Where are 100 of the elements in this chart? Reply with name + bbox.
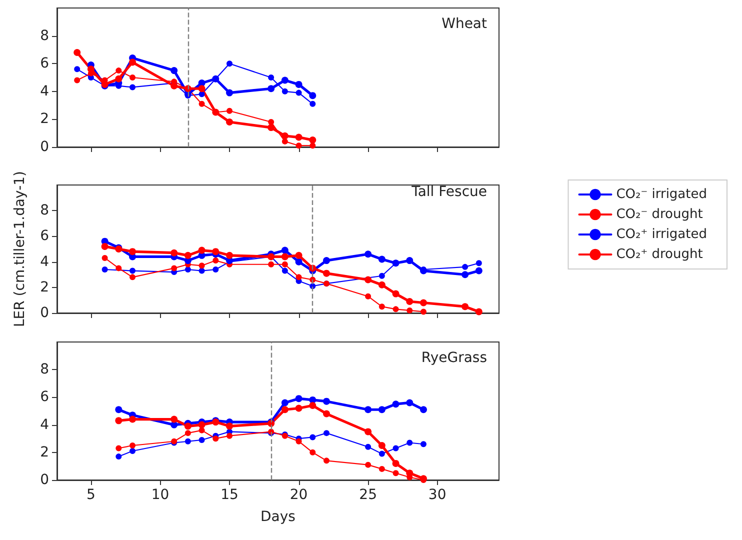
- point: [392, 460, 400, 467]
- point: [392, 470, 399, 476]
- point: [115, 417, 122, 424]
- point: [323, 257, 330, 264]
- point: [364, 250, 372, 258]
- point: [101, 242, 108, 250]
- point: [226, 422, 234, 430]
- point: [281, 76, 288, 84]
- point: [282, 268, 288, 274]
- point: [281, 253, 288, 260]
- point: [309, 92, 316, 100]
- point: [378, 304, 385, 310]
- point: [102, 266, 108, 272]
- point: [226, 60, 233, 67]
- legend-label: CO₂⁺ drought: [616, 247, 703, 262]
- point: [406, 307, 413, 314]
- point: [212, 248, 220, 256]
- point: [115, 75, 122, 82]
- x-tick-label: 15: [220, 487, 238, 503]
- point: [295, 134, 302, 141]
- y-tick-label: 4: [40, 83, 50, 100]
- point: [184, 438, 191, 444]
- point: [102, 254, 108, 261]
- point: [309, 402, 316, 409]
- point: [296, 142, 302, 149]
- point: [296, 90, 302, 96]
- point: [378, 272, 385, 279]
- point: [74, 66, 80, 72]
- y-tick-label: 6: [40, 56, 50, 72]
- point: [420, 406, 427, 414]
- legend-label: CO₂⁺ irrigated: [616, 227, 707, 242]
- y-tick-label: 8: [40, 362, 49, 378]
- point: [295, 80, 302, 88]
- point: [392, 400, 400, 408]
- point: [310, 449, 316, 456]
- point: [116, 68, 122, 74]
- point: [170, 249, 178, 256]
- y-tick-label: 6: [40, 228, 50, 244]
- point: [171, 265, 178, 272]
- point: [268, 124, 275, 132]
- point: [378, 442, 386, 449]
- point: [129, 416, 136, 423]
- point: [475, 267, 482, 274]
- point: [198, 91, 205, 98]
- y-tick-label: 2: [40, 111, 49, 128]
- point: [476, 260, 482, 266]
- point: [212, 258, 219, 264]
- chart-title: Tall Fescue: [410, 184, 487, 200]
- y-tick-label: 2: [40, 444, 49, 460]
- point: [323, 398, 330, 405]
- y-axis-title: LER (cm.tiller-1.day-1): [12, 170, 28, 328]
- point: [226, 108, 233, 114]
- point: [310, 100, 316, 107]
- y-tick-label: 8: [40, 28, 49, 44]
- point: [378, 450, 385, 457]
- point: [198, 427, 205, 434]
- y-tick-label: 8: [40, 202, 49, 219]
- point: [323, 270, 330, 277]
- point: [406, 470, 414, 477]
- point: [170, 416, 178, 423]
- point: [281, 406, 288, 414]
- point: [226, 89, 234, 96]
- point: [462, 271, 469, 278]
- point: [295, 252, 302, 259]
- point: [309, 136, 316, 144]
- y-tick-label: 4: [40, 416, 50, 433]
- point: [130, 268, 136, 274]
- point: [198, 85, 206, 92]
- point: [281, 132, 288, 140]
- point: [364, 276, 372, 284]
- point: [406, 440, 413, 446]
- point: [420, 441, 426, 448]
- point: [226, 118, 234, 126]
- point: [268, 118, 274, 125]
- x-tick-label: 30: [428, 487, 446, 503]
- x-tick-label: 25: [359, 487, 377, 503]
- point: [129, 248, 136, 256]
- point: [406, 298, 414, 305]
- point: [420, 299, 427, 306]
- point: [268, 261, 274, 268]
- point: [268, 85, 275, 92]
- point: [364, 428, 372, 436]
- point: [212, 436, 219, 442]
- point: [184, 430, 191, 436]
- point: [475, 308, 482, 316]
- point: [281, 399, 288, 406]
- y-tick-label: 0: [40, 139, 49, 155]
- legend-label: CO₂⁻ irrigated: [616, 187, 707, 202]
- point: [130, 274, 136, 280]
- point: [295, 404, 302, 412]
- point: [198, 421, 206, 428]
- point: [295, 258, 302, 266]
- text: Wheat: [442, 16, 488, 32]
- point: [226, 252, 234, 259]
- point: [324, 458, 330, 464]
- point: [420, 308, 426, 315]
- point: [462, 264, 468, 270]
- x-tick-label: 10: [151, 487, 170, 503]
- point: [324, 430, 330, 436]
- point: [130, 84, 136, 90]
